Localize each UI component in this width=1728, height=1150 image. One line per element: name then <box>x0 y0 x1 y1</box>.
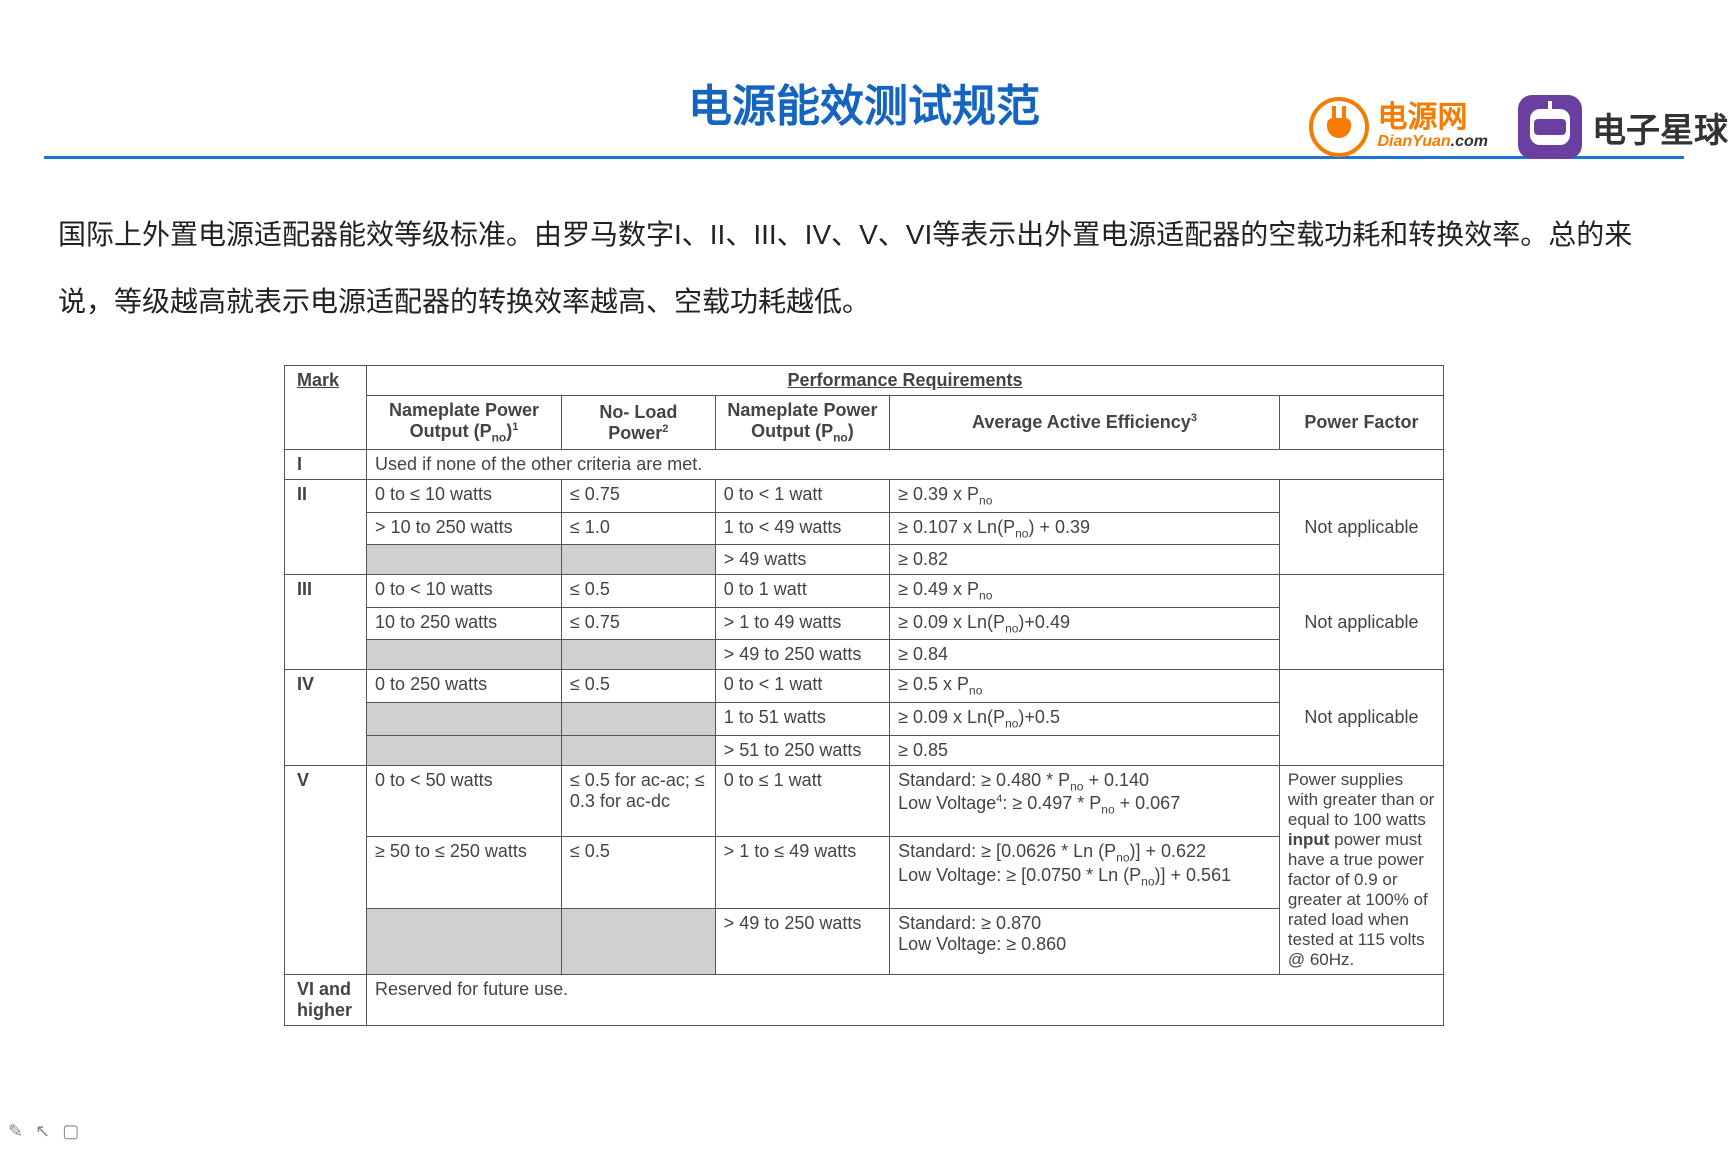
mark-III: III <box>285 575 367 670</box>
eetech-text: 电子星球 <box>1592 103 1728 152</box>
plug-icon <box>1309 97 1369 157</box>
row-I-text: Used if none of the other criteria are m… <box>367 449 1444 479</box>
efficiency-spec-table: Mark Performance Requirements Nameplate … <box>284 365 1444 1025</box>
intro-paragraph: 国际上外置电源适配器能效等级标准。由罗马数字I、II、III、IV、V、VI等表… <box>58 201 1670 335</box>
header-mark: Mark <box>285 366 367 450</box>
header-pf: Power Factor <box>1279 396 1443 450</box>
header-avg-eff: Average Active Efficiency3 <box>890 396 1280 450</box>
mark-II: II <box>285 479 367 574</box>
header-nameplate2: Nameplate Power Output (Pno) <box>715 396 889 450</box>
pen-icon[interactable]: ✎ <box>8 1121 23 1142</box>
eetech-logo: 电子星球 <box>1518 95 1728 159</box>
dianyuan-en-text: DianYuan.com <box>1377 133 1488 151</box>
header-noload: No- Load Power2 <box>561 396 715 450</box>
cursor-icon[interactable]: ↖ <box>35 1121 50 1142</box>
mark-V: V <box>285 765 367 974</box>
mark-IV: IV <box>285 670 367 765</box>
logo-container: 电源网 DianYuan.com 电子星球 <box>1309 95 1728 159</box>
camera-icon[interactable]: ▢ <box>62 1121 79 1142</box>
dianyuan-cn-text: 电源网 <box>1377 103 1488 133</box>
mark-VI: VI and higher <box>285 974 367 1025</box>
mark-I: I <box>285 449 367 479</box>
robot-icon <box>1518 95 1582 159</box>
dianyuan-logo: 电源网 DianYuan.com <box>1309 97 1488 157</box>
header-nameplate1: Nameplate Power Output (Pno)1 <box>367 396 562 450</box>
header-performance: Performance Requirements <box>367 366 1444 396</box>
bottom-toolbar: ✎ ↖ ▢ <box>8 1121 79 1142</box>
